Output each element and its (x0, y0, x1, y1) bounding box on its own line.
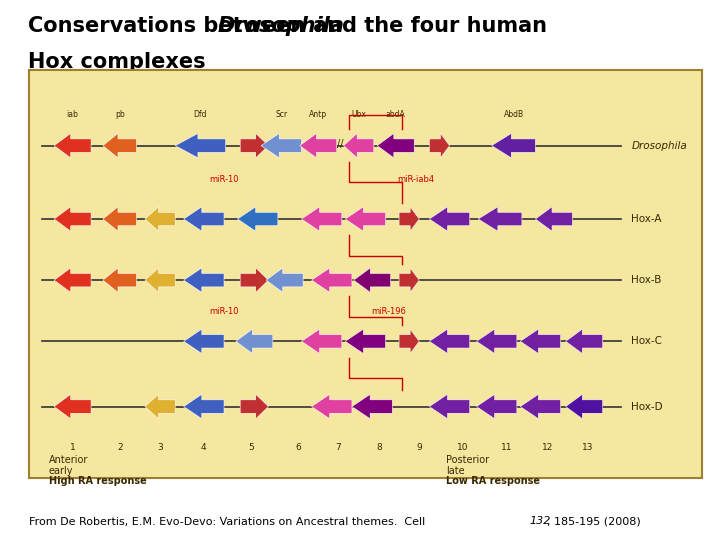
Text: abdA: abdA (386, 110, 405, 119)
FancyArrow shape (521, 394, 561, 419)
Text: AbdB: AbdB (503, 110, 523, 119)
FancyArrow shape (236, 329, 273, 354)
Text: Conservations between: Conservations between (28, 16, 312, 36)
Text: early: early (49, 465, 73, 476)
FancyArrow shape (312, 268, 352, 292)
Text: and the four human: and the four human (306, 16, 547, 36)
FancyArrow shape (492, 133, 536, 158)
Text: 8: 8 (376, 443, 382, 452)
FancyArrow shape (184, 207, 224, 231)
FancyArrow shape (377, 133, 414, 158)
FancyArrow shape (345, 329, 386, 354)
FancyArrow shape (240, 394, 269, 419)
Text: High RA response: High RA response (49, 476, 147, 486)
Text: 11: 11 (501, 443, 513, 452)
Text: 1: 1 (70, 443, 76, 452)
FancyArrow shape (478, 207, 522, 231)
FancyArrow shape (54, 268, 91, 292)
FancyArrow shape (566, 394, 603, 419)
FancyArrow shape (302, 329, 342, 354)
Text: Low RA response: Low RA response (446, 476, 540, 486)
FancyArrow shape (240, 268, 269, 292)
Text: late: late (446, 465, 465, 476)
FancyArrow shape (429, 394, 469, 419)
Text: 12: 12 (541, 443, 553, 452)
Text: 5: 5 (248, 443, 254, 452)
FancyArrow shape (302, 207, 342, 231)
FancyArrow shape (54, 394, 91, 419)
Text: 9: 9 (416, 443, 422, 452)
FancyArrow shape (300, 133, 337, 158)
Text: 13: 13 (582, 443, 593, 452)
FancyArrow shape (343, 133, 374, 158)
FancyArrow shape (103, 133, 137, 158)
FancyArrow shape (184, 268, 224, 292)
FancyArrow shape (399, 207, 419, 231)
FancyArrow shape (352, 394, 392, 419)
FancyArrow shape (399, 329, 419, 354)
Text: Posterior: Posterior (446, 455, 490, 465)
FancyArrow shape (399, 268, 419, 292)
FancyArrow shape (103, 268, 137, 292)
FancyArrow shape (429, 207, 469, 231)
FancyArrow shape (145, 268, 175, 292)
Text: iab: iab (67, 110, 78, 119)
Text: Ubx: Ubx (351, 110, 366, 119)
Text: 6: 6 (295, 443, 301, 452)
Text: Hox-B: Hox-B (631, 275, 662, 285)
Text: 4: 4 (201, 443, 207, 452)
FancyArrow shape (175, 133, 225, 158)
FancyArrow shape (184, 329, 224, 354)
FancyArrow shape (261, 133, 302, 158)
FancyArrow shape (238, 207, 278, 231)
FancyArrow shape (266, 268, 303, 292)
Text: 2: 2 (117, 443, 122, 452)
Text: miR-10: miR-10 (210, 307, 239, 316)
FancyArrow shape (536, 207, 572, 231)
Text: Antp: Antp (309, 110, 328, 119)
FancyArrow shape (429, 133, 449, 158)
Text: 132: 132 (530, 516, 552, 526)
FancyArrow shape (345, 207, 386, 231)
Text: Drosophila: Drosophila (218, 16, 345, 36)
Text: miR-196: miR-196 (372, 307, 406, 316)
Text: 10: 10 (457, 443, 469, 452)
Text: pb: pb (114, 110, 125, 119)
Text: Hox complexes: Hox complexes (28, 52, 206, 72)
Text: 7: 7 (336, 443, 341, 452)
FancyArrow shape (240, 133, 269, 158)
Text: From De Robertis, E.M. Evo-Devo: Variations on Ancestral themes.  Cell: From De Robertis, E.M. Evo-Devo: Variati… (29, 516, 428, 526)
FancyArrow shape (145, 394, 175, 419)
FancyArrow shape (354, 268, 391, 292)
Text: miR-10: miR-10 (210, 175, 239, 184)
Text: 3: 3 (157, 443, 163, 452)
FancyArrow shape (477, 329, 517, 354)
Text: , 185-195 (2008): , 185-195 (2008) (547, 516, 641, 526)
Text: Hox-D: Hox-D (631, 402, 663, 411)
Text: Drosophila: Drosophila (631, 140, 687, 151)
FancyArrow shape (477, 394, 517, 419)
FancyArrow shape (429, 329, 469, 354)
FancyArrow shape (54, 207, 91, 231)
Text: Hox-A: Hox-A (631, 214, 662, 224)
Text: Dfd: Dfd (194, 110, 207, 119)
FancyArrow shape (521, 329, 561, 354)
Text: Hox-C: Hox-C (631, 336, 662, 346)
FancyArrow shape (566, 329, 603, 354)
Text: Anterior: Anterior (49, 455, 89, 465)
FancyArrow shape (184, 394, 224, 419)
Text: //: // (337, 139, 343, 148)
FancyArrow shape (54, 133, 91, 158)
FancyArrow shape (103, 207, 137, 231)
Text: miR-iab4: miR-iab4 (397, 175, 434, 184)
FancyArrow shape (145, 207, 175, 231)
FancyArrow shape (312, 394, 352, 419)
Text: Scr: Scr (275, 110, 287, 119)
